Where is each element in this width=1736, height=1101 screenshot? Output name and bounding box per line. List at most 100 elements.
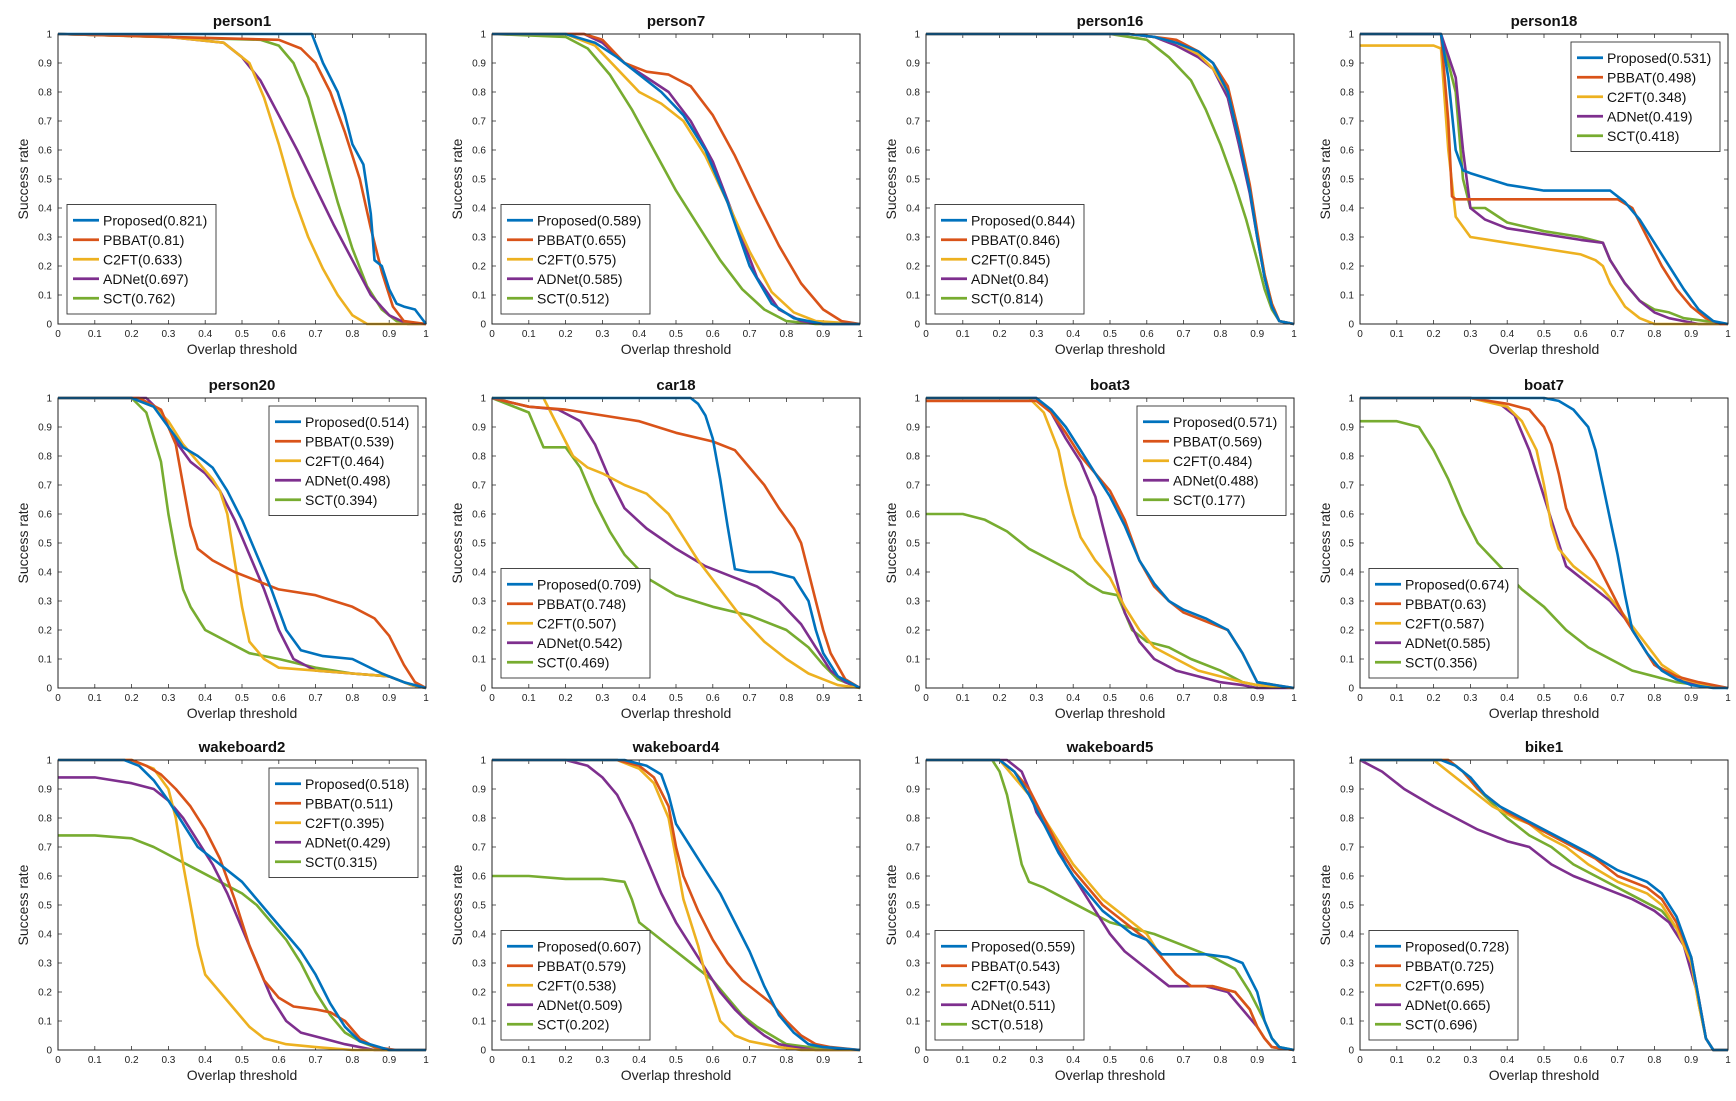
y-tick-label: 0.7 bbox=[1340, 481, 1354, 492]
x-tick-label: 0.5 bbox=[1537, 329, 1551, 340]
y-tick-label: 0.8 bbox=[906, 88, 920, 99]
x-tick-label: 0.6 bbox=[1574, 1055, 1588, 1066]
y-axis-label: Success rate bbox=[1317, 502, 1333, 583]
y-tick-label: 0.6 bbox=[1340, 510, 1354, 521]
series-line-Proposed bbox=[492, 32, 860, 326]
y-tick-label: 0.8 bbox=[1340, 452, 1354, 463]
y-tick-label: 1 bbox=[480, 30, 486, 41]
legend-entry-ADNet: ADNet(0.84) bbox=[971, 271, 1049, 287]
y-tick-label: 0.8 bbox=[38, 88, 52, 99]
chart-boat3: boat3 00 0.1 0.1 0.2 0.2 0.3 0.3 0.4 0.4 0.5 0.5 0.6… bbox=[883, 377, 1297, 721]
chart-title: wakeboard2 bbox=[198, 739, 286, 756]
x-tick-label: 0.9 bbox=[1684, 329, 1698, 340]
legend-entry-PBBAT: PBBAT(0.498) bbox=[1607, 69, 1696, 85]
y-tick-label: 0.9 bbox=[1340, 59, 1354, 70]
x-tick-label: 1 bbox=[857, 329, 863, 340]
y-tick-label: 0.8 bbox=[38, 814, 52, 825]
plot-frame bbox=[57, 759, 427, 1051]
y-tick-label: 1 bbox=[1348, 756, 1354, 767]
x-tick-label: 0.6 bbox=[1574, 693, 1588, 704]
legend-box bbox=[500, 204, 651, 315]
y-tick-label: 0.5 bbox=[472, 901, 486, 912]
y-tick-label: 0.4 bbox=[472, 930, 486, 941]
x-tick-label: 1 bbox=[1291, 1055, 1297, 1066]
x-tick-label: 0.2 bbox=[125, 329, 139, 340]
series-line-Proposed bbox=[926, 758, 1295, 1052]
legend-entry-SCT: SCT(0.356) bbox=[1405, 654, 1477, 670]
y-tick-label: 0.1 bbox=[472, 655, 486, 666]
y-tick-label: 0.6 bbox=[1340, 146, 1354, 157]
x-tick-label: 0.4 bbox=[198, 329, 212, 340]
series-line-C2FT bbox=[57, 32, 426, 326]
y-tick-label: 0.4 bbox=[38, 568, 52, 579]
series-line-Proposed bbox=[492, 396, 861, 690]
x-tick-label: 0.3 bbox=[595, 1055, 609, 1066]
legend-entry-Proposed: Proposed(0.518) bbox=[305, 776, 409, 792]
y-tick-label: 0.2 bbox=[1340, 626, 1354, 637]
x-tick-label: 0.7 bbox=[743, 329, 757, 340]
x-tick-label: 0.6 bbox=[1140, 693, 1154, 704]
chart-title: bike1 bbox=[1525, 739, 1563, 756]
y-tick-label: 0.1 bbox=[472, 1017, 486, 1028]
x-tick-label: 0.2 bbox=[559, 329, 573, 340]
x-tick-label: 0 bbox=[489, 1055, 495, 1066]
legend-entry-SCT: SCT(0.418) bbox=[1607, 128, 1679, 144]
y-tick-label: 0.6 bbox=[38, 510, 52, 521]
y-tick-label: 0.9 bbox=[38, 785, 52, 796]
legend-entry-SCT: SCT(0.177) bbox=[1173, 492, 1245, 508]
y-tick-label: 0.9 bbox=[472, 785, 486, 796]
legend: Proposed(0.571) PBBAT(0.569) C2FT(0.484) AD… bbox=[1136, 405, 1287, 516]
y-tick-label: 0.4 bbox=[906, 204, 920, 215]
series-line-PBBAT bbox=[58, 758, 426, 1052]
legend: Proposed(0.589) PBBAT(0.655) C2FT(0.575) AD… bbox=[500, 204, 651, 315]
y-tick-label: 0.6 bbox=[472, 146, 486, 157]
x-tick-label: 0.8 bbox=[1213, 329, 1227, 340]
x-tick-label: 0.4 bbox=[1500, 693, 1514, 704]
y-tick-label: 1 bbox=[46, 30, 52, 41]
y-tick-label: 0.3 bbox=[906, 959, 920, 970]
y-tick-label: 0.9 bbox=[472, 59, 486, 70]
y-tick-label: 1 bbox=[914, 756, 920, 767]
x-tick-label: 0.7 bbox=[1177, 1055, 1191, 1066]
y-axis-label: Success rate bbox=[449, 502, 465, 583]
y-tick-label: 0.5 bbox=[38, 901, 52, 912]
x-tick-label: 0.3 bbox=[1029, 1055, 1043, 1066]
series-line-C2FT bbox=[1360, 396, 1729, 690]
x-tick-label: 0 bbox=[923, 693, 929, 704]
y-tick-label: 0.6 bbox=[38, 872, 52, 883]
x-tick-label: 0.7 bbox=[309, 693, 323, 704]
series-line-Proposed bbox=[1360, 396, 1728, 690]
y-tick-label: 0.5 bbox=[1340, 539, 1354, 550]
y-tick-label: 0.6 bbox=[472, 872, 486, 883]
y-tick-label: 0 bbox=[1348, 684, 1354, 695]
x-tick-label: 1 bbox=[423, 693, 429, 704]
x-tick-label: 0.2 bbox=[125, 1055, 139, 1066]
x-tick-label: 0.7 bbox=[309, 329, 323, 340]
x-tick-label: 0.1 bbox=[88, 329, 102, 340]
chart-title: wakeboard4 bbox=[632, 739, 720, 756]
y-tick-label: 0.7 bbox=[472, 117, 486, 128]
y-tick-label: 0.1 bbox=[472, 291, 486, 302]
x-tick-label: 0.9 bbox=[1684, 693, 1698, 704]
y-tick-label: 0.6 bbox=[906, 510, 920, 521]
legend-entry-ADNet: ADNet(0.697) bbox=[103, 271, 189, 287]
legend-entry-C2FT: C2FT(0.507) bbox=[537, 615, 616, 631]
plot-frame bbox=[925, 759, 1295, 1051]
x-tick-label: 1 bbox=[857, 693, 863, 704]
x-tick-label: 0.8 bbox=[1213, 693, 1227, 704]
y-tick-label: 0.8 bbox=[1340, 814, 1354, 825]
series-line-PBBAT bbox=[1360, 32, 1728, 326]
y-tick-label: 0.5 bbox=[1340, 901, 1354, 912]
x-tick-label: 0.3 bbox=[1029, 693, 1043, 704]
x-tick-label: 0.4 bbox=[1500, 329, 1514, 340]
y-axis-label: Success rate bbox=[1317, 138, 1333, 219]
x-tick-label: 0.9 bbox=[382, 329, 396, 340]
legend-entry-SCT: SCT(0.512) bbox=[537, 290, 609, 306]
x-tick-label: 1 bbox=[423, 1055, 429, 1066]
series-line-Proposed bbox=[58, 758, 426, 1052]
series-line-SCT bbox=[1360, 419, 1729, 690]
plot-frame bbox=[57, 33, 427, 325]
y-tick-label: 0.7 bbox=[38, 843, 52, 854]
x-tick-label: 0.7 bbox=[743, 1055, 757, 1066]
x-tick-label: 0.7 bbox=[309, 1055, 323, 1066]
